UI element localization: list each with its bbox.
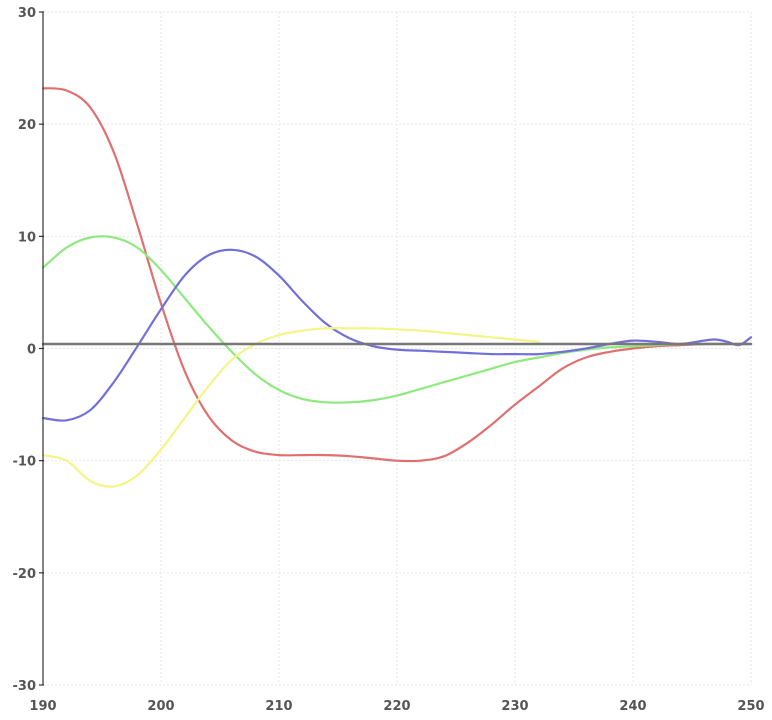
y-tick-label: 20 (18, 118, 36, 133)
series-line-4 (41, 327, 540, 488)
x-tick-label: 250 (737, 699, 764, 714)
y-tick-label: 10 (18, 230, 36, 245)
y-tick-label: -20 (13, 567, 37, 582)
x-tick-label: 200 (147, 699, 174, 714)
tick-labels: 190 200 210 220 230 240 250 30 20 10 0 -10 -20 -30 (13, 6, 765, 714)
x-tick-label: 210 (265, 699, 292, 714)
y-tick-label: 30 (18, 6, 36, 21)
x-tick-label: 230 (501, 699, 528, 714)
y-tick-label: -10 (13, 455, 37, 470)
y-tick-label: -30 (13, 679, 37, 694)
x-tick-label: 220 (383, 699, 410, 714)
axes (39, 11, 44, 686)
y-tick-label: 0 (27, 343, 36, 358)
series-line-2 (41, 235, 753, 404)
series-line-1 (41, 87, 753, 463)
series-layer (41, 87, 753, 488)
x-tick-label: 190 (29, 699, 56, 714)
x-tick-label: 240 (619, 699, 646, 714)
